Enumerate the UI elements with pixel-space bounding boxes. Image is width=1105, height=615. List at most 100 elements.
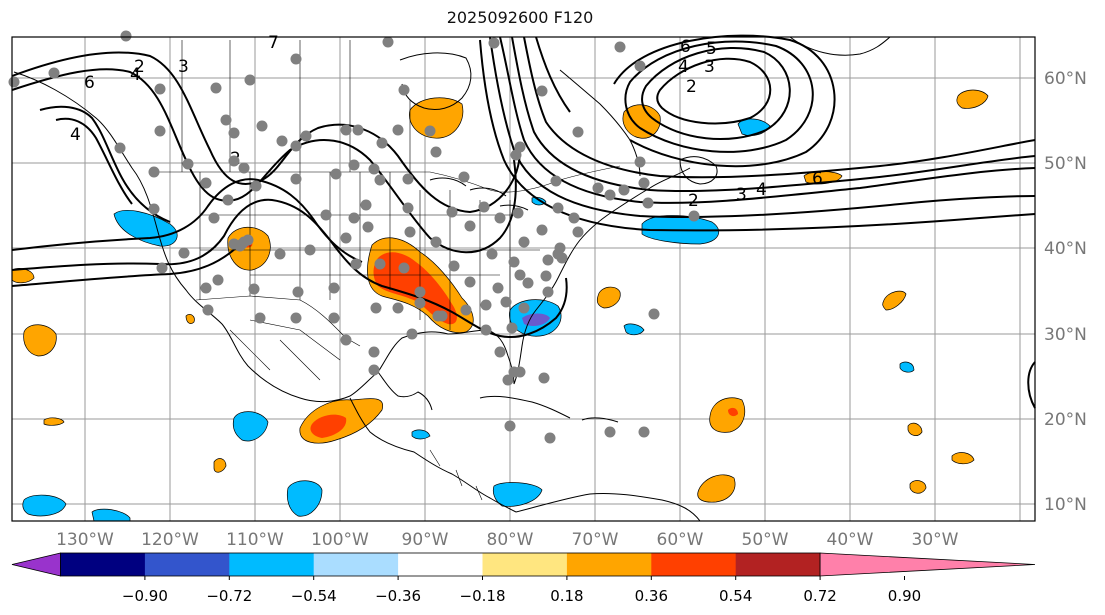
station-dot (398, 84, 410, 96)
station-dot (290, 173, 302, 185)
station-dot (368, 163, 380, 175)
station-dot (446, 206, 458, 218)
contour-line (656, 57, 772, 125)
station-dot (212, 274, 224, 286)
shade-orange (596, 286, 621, 309)
longitude-label: 80°W (487, 530, 534, 550)
station-dot (638, 426, 650, 438)
colorbar-segment (735, 553, 821, 576)
station-dot (478, 201, 490, 213)
longitude-label: 60°W (657, 530, 704, 550)
station-dot (464, 276, 476, 288)
station-dot (634, 60, 646, 72)
station-dot (480, 299, 492, 311)
station-dot (292, 286, 304, 298)
contour-labels: 6 4 2 3 4 7 2 6 5 4 3 2 6 4 3 2 (70, 33, 823, 211)
station-dot (290, 312, 302, 324)
station-dot (398, 262, 410, 274)
station-dot (114, 142, 126, 154)
colorbar-tick-label: 0.72 (803, 587, 836, 605)
colorbar-tick-label: −0.90 (122, 587, 168, 605)
border-us-canada (150, 165, 621, 193)
longitude-label: 110°W (226, 530, 284, 550)
shade-orange (227, 226, 271, 271)
station-dot (340, 232, 352, 244)
station-dot (290, 53, 302, 65)
longitude-label: 120°W (141, 530, 199, 550)
contour-line (39, 105, 171, 223)
station-dot (508, 256, 520, 268)
contour-line (11, 51, 521, 214)
station-dot (350, 258, 362, 270)
shade-blue (286, 480, 323, 517)
station-dot (464, 220, 476, 232)
station-dot (154, 125, 166, 137)
shade-orange (709, 397, 745, 433)
shade-red (373, 252, 457, 325)
latitude-labels: 60°N 50°N 40°N 30°N 20°N 10°N (1044, 69, 1087, 515)
station-dot (406, 328, 418, 340)
station-dot (304, 244, 316, 256)
station-dot (572, 126, 584, 138)
contour-label: 2 (686, 77, 697, 97)
shade-orange (213, 458, 227, 473)
station-dot (238, 162, 250, 174)
station-dot (504, 420, 516, 432)
station-dot (460, 304, 472, 316)
shade-blue (232, 411, 269, 442)
contour-label: 4 (70, 125, 81, 145)
shade-blue (492, 482, 543, 507)
colorbar-segment (144, 553, 230, 576)
station-dot (414, 286, 426, 298)
station-dot (222, 194, 234, 206)
contour-line (1027, 361, 1036, 409)
coastline-yucatan (377, 371, 433, 411)
station-dot (178, 247, 190, 259)
longitude-label: 40°W (827, 530, 874, 550)
station-dot (506, 322, 518, 334)
contour-label: 4 (130, 65, 141, 85)
shade-orange (956, 89, 989, 109)
station-dot (536, 85, 548, 97)
station-dot (592, 182, 604, 194)
colorbar-tick-label: 0.54 (719, 587, 752, 605)
colorbar-segment (60, 553, 146, 576)
station-dot (614, 41, 626, 53)
colorbar-tick-label: 0.18 (550, 587, 583, 605)
station-dot (492, 282, 504, 294)
shade-orange (697, 474, 736, 503)
colorbar-segment (566, 553, 652, 576)
station-dot (374, 174, 386, 186)
contour-label: 6 (680, 37, 691, 57)
station-dot (542, 286, 554, 298)
station-markers (8, 30, 700, 444)
station-dot (402, 173, 414, 185)
latitude-label: 20°N (1044, 410, 1087, 430)
station-dot (256, 120, 268, 132)
station-dot (250, 180, 262, 192)
coastline-central-america (349, 397, 517, 513)
station-dot (274, 248, 286, 260)
station-dot (500, 296, 512, 308)
map-content: 6 4 2 3 4 7 2 6 5 4 3 2 6 4 3 2 (8, 30, 1036, 522)
shade-blue (411, 429, 431, 440)
contour-line (11, 178, 363, 263)
latitude-label: 30°N (1044, 325, 1087, 345)
station-dot (328, 282, 340, 294)
contour-line (523, 36, 1036, 179)
station-dot (402, 202, 414, 214)
colorbar-tick-label: 0.36 (635, 587, 668, 605)
station-dot (514, 141, 526, 153)
shade-orange (43, 417, 65, 426)
contour-line (641, 47, 791, 140)
station-dot (638, 177, 650, 189)
station-dot (348, 212, 360, 224)
station-dot (480, 324, 492, 336)
contour-line (11, 247, 237, 287)
shade-orange (23, 324, 57, 357)
coastline-cuba (479, 395, 571, 419)
state-lines (199, 172, 540, 330)
station-dot (148, 203, 160, 215)
station-dot (458, 171, 470, 183)
station-dot (568, 212, 580, 224)
